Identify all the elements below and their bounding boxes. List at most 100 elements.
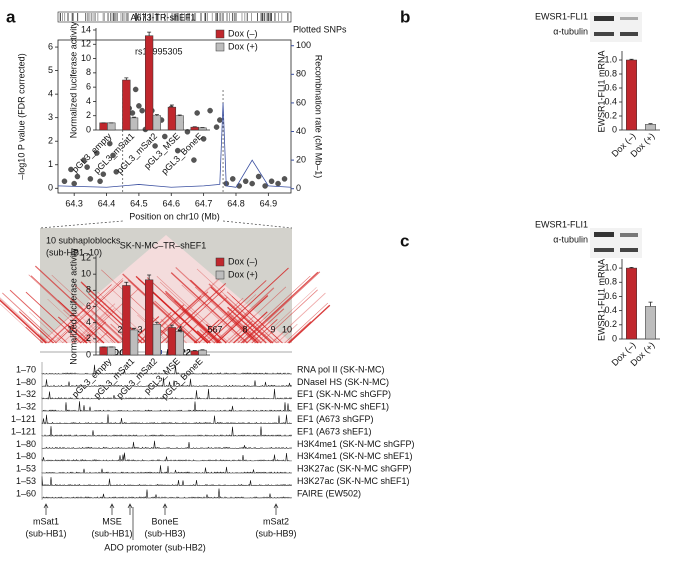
track-range: 1–121 <box>11 426 36 436</box>
ld-stripe <box>231 296 283 344</box>
error-bar <box>169 104 174 108</box>
y-tick-label: 1 <box>48 159 53 169</box>
annotation: rs10995305 <box>135 46 183 56</box>
x-tick-label: 64.6 <box>162 198 180 208</box>
x-tick-label: 64.9 <box>260 198 278 208</box>
ld-stripe <box>37 333 48 344</box>
ld-stripe <box>199 329 216 344</box>
ld-stripe <box>98 327 116 344</box>
bar <box>190 126 199 131</box>
ld-stripe <box>256 287 317 344</box>
ld-stripe <box>47 298 96 344</box>
ld-stripe <box>196 268 278 344</box>
element-name: mSat2 <box>263 516 289 526</box>
bar <box>122 285 131 356</box>
ld-stripe <box>63 309 100 344</box>
error-bar <box>147 274 152 280</box>
snp-point <box>107 140 113 147</box>
track-name: EF1 (A673 shGFP) <box>297 414 374 424</box>
y-tick-label: 6 <box>86 82 91 92</box>
legend-label: Dox (+) <box>228 41 258 51</box>
ld-stripe <box>57 316 87 344</box>
block-label: 3 <box>137 324 142 334</box>
y-tick-label: 4 <box>86 96 91 106</box>
snp-point <box>275 180 281 187</box>
legend-swatch <box>215 270 225 280</box>
bar <box>99 346 108 356</box>
bar <box>175 115 184 131</box>
track-range: 1–53 <box>16 464 36 474</box>
snp-point <box>249 180 255 187</box>
ld-stripe <box>101 269 181 344</box>
snp-point <box>100 171 107 177</box>
track-name: EF1 (SK-N-MC shGFP) <box>297 389 391 399</box>
bar <box>198 127 207 131</box>
track-signal <box>41 452 292 462</box>
ld-stripe <box>194 286 256 344</box>
legend-label: Dox (+) <box>228 269 258 279</box>
y-tick-label: 0.2 <box>604 110 617 120</box>
track-name: FAIRE (EW502) <box>297 488 361 498</box>
ld-stripe <box>251 319 278 344</box>
blot-label: EWSR1-FLI1 <box>535 11 588 21</box>
ld-stripe <box>224 294 277 344</box>
promoter-label: ADO promoter (sub-HB2) <box>104 542 206 552</box>
ld-stripe <box>165 292 220 344</box>
y-tick-label: 0.6 <box>604 82 617 92</box>
ld-stripe <box>164 290 222 344</box>
snp-point <box>84 164 90 170</box>
ld-stripe <box>29 311 64 344</box>
snp-point <box>132 86 139 93</box>
snp-point <box>139 107 145 114</box>
ld-stripe <box>287 321 312 344</box>
ld-stripe <box>195 341 198 344</box>
snp-point <box>81 157 87 163</box>
bar <box>129 117 139 131</box>
element-region: (sub-HB3) <box>144 528 185 538</box>
snp-point <box>174 147 181 154</box>
ld-stripe <box>156 275 230 344</box>
error-bar <box>177 329 182 332</box>
y-tick-label: 0.6 <box>604 291 617 301</box>
ld-stripe <box>95 331 108 344</box>
block-label: 2 <box>117 324 122 334</box>
ld-stripe <box>226 310 262 344</box>
ld-stripe <box>28 274 103 344</box>
panel-label: b <box>400 7 410 26</box>
snp-point <box>61 178 68 184</box>
ld-stripe <box>213 287 275 344</box>
snp-point <box>87 176 94 182</box>
snp-point <box>207 107 213 114</box>
error-bar <box>124 77 129 80</box>
block-label: 4 <box>177 324 182 334</box>
y-tick-label: 5 <box>48 65 53 75</box>
y-tick-label: 10 <box>81 53 91 63</box>
legend-swatch <box>215 42 225 52</box>
bar <box>626 267 637 340</box>
bar <box>107 346 116 356</box>
ld-stripe <box>177 296 228 344</box>
y-axis-title: –log10 P value (FDR corrected) <box>16 53 26 179</box>
track-range: 1–32 <box>16 389 36 399</box>
ld-stripe <box>122 273 198 344</box>
ld-stripe <box>227 306 267 344</box>
track-signal <box>41 476 292 487</box>
y-tick-label: 0.4 <box>604 305 617 315</box>
y-tick-label: 0.2 <box>604 319 617 329</box>
panel-label: a <box>6 7 16 26</box>
element-name: mSat1 <box>33 516 59 526</box>
ld-stripe <box>72 303 116 344</box>
bar <box>122 79 131 131</box>
ld-title: 10 subhaploblocks <box>46 235 121 245</box>
ld-stripe <box>274 338 280 344</box>
element-region: (sub-HB1) <box>91 528 132 538</box>
region-connector <box>223 220 293 229</box>
ld-stripe <box>227 312 261 344</box>
error-bar <box>648 301 653 307</box>
y2-tick-label: 0 <box>296 183 301 193</box>
element-name: MSE <box>102 516 122 526</box>
ld-stripe <box>224 286 287 344</box>
error-bar <box>169 324 174 328</box>
track-signal <box>41 488 292 499</box>
